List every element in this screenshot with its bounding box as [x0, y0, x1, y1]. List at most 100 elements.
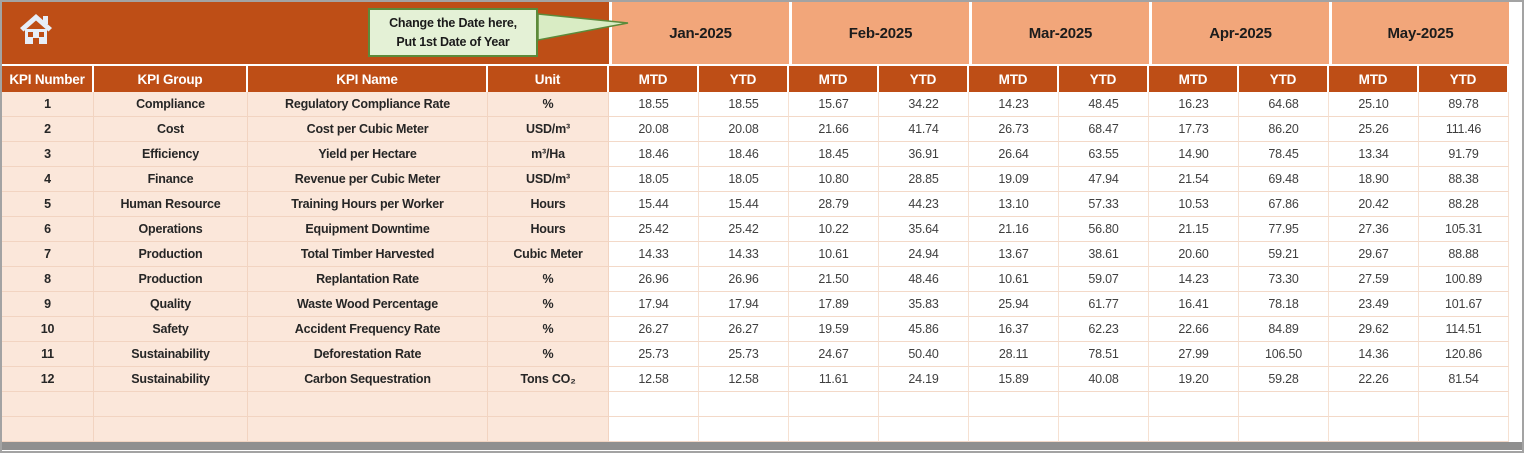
value-cell: 59.28	[1239, 367, 1329, 392]
value-cell: 78.45	[1239, 142, 1329, 167]
value-cell: 20.08	[609, 117, 699, 142]
value-cell: 78.51	[1059, 342, 1149, 367]
value-cell: 15.89	[969, 367, 1059, 392]
value-cell: 26.96	[699, 267, 789, 292]
mtd-header-cell: MTD	[789, 64, 879, 92]
value-cell	[1329, 392, 1419, 417]
value-cell: 14.90	[1149, 142, 1239, 167]
value-cell: 29.62	[1329, 317, 1419, 342]
value-cell	[1419, 417, 1509, 442]
value-cell: 61.77	[1059, 292, 1149, 317]
value-cell: 18.90	[1329, 167, 1419, 192]
table-row: 4 Finance Revenue per Cubic Meter USD/m³ 18.…	[2, 167, 1522, 192]
value-cell: 21.54	[1149, 167, 1239, 192]
callout: Change the Date here, Put 1st Date of Ye…	[368, 8, 538, 57]
kpi-name-cell: Total Timber Harvested	[248, 242, 488, 267]
value-cell: 10.22	[789, 217, 879, 242]
value-cell: 25.73	[609, 342, 699, 367]
value-cell	[1059, 392, 1149, 417]
value-cell: 14.36	[1329, 342, 1419, 367]
value-cell: 10.61	[789, 242, 879, 267]
unit-cell: USD/m³	[488, 117, 609, 142]
kpi-group-cell: Compliance	[94, 92, 248, 117]
kpi-name-header: KPI Name	[248, 64, 488, 92]
kpi-number-cell: 7	[2, 242, 94, 267]
value-cell: 14.33	[699, 242, 789, 267]
value-cell: 15.44	[699, 192, 789, 217]
kpi-name-cell: Deforestation Rate	[248, 342, 488, 367]
value-cell: 21.66	[789, 117, 879, 142]
kpi-group-cell: Production	[94, 267, 248, 292]
value-cell: 81.54	[1419, 367, 1509, 392]
kpi-group-cell: Cost	[94, 117, 248, 142]
value-cell: 10.80	[789, 167, 879, 192]
value-cell: 38.61	[1059, 242, 1149, 267]
value-cell: 63.55	[1059, 142, 1149, 167]
value-cell: 45.86	[879, 317, 969, 342]
value-cell: 19.09	[969, 167, 1059, 192]
value-cell: 29.67	[1329, 242, 1419, 267]
month-cell-jan-2025[interactable]: Jan-2025	[609, 2, 789, 64]
value-cell: 100.89	[1419, 267, 1509, 292]
value-cell	[789, 417, 879, 442]
top-header-band: Change the Date here, Put 1st Date of Ye…	[2, 2, 1522, 64]
value-cell: 26.96	[609, 267, 699, 292]
value-cell	[699, 392, 789, 417]
kpi-name-cell: Accident Frequency Rate	[248, 317, 488, 342]
value-cell	[609, 417, 699, 442]
value-cell: 26.27	[609, 317, 699, 342]
value-cell: 25.42	[609, 217, 699, 242]
value-cell: 20.08	[699, 117, 789, 142]
callout-line1: Change the Date here,	[389, 16, 517, 31]
kpi-name-cell: Cost per Cubic Meter	[248, 117, 488, 142]
value-cell	[1149, 392, 1239, 417]
unit-cell: %	[488, 267, 609, 292]
kpi-number-cell: 4	[2, 167, 94, 192]
value-cell: 27.59	[1329, 267, 1419, 292]
value-cell: 28.11	[969, 342, 1059, 367]
value-cell: 47.94	[1059, 167, 1149, 192]
unit-cell: Hours	[488, 192, 609, 217]
kpi-number-cell: 12	[2, 367, 94, 392]
value-cell: 91.79	[1419, 142, 1509, 167]
value-cell: 14.23	[969, 92, 1059, 117]
kpi-name-cell: Equipment Downtime	[248, 217, 488, 242]
value-cell: 88.88	[1419, 242, 1509, 267]
unit-cell	[488, 417, 609, 442]
unit-cell: Cubic Meter	[488, 242, 609, 267]
value-cell: 20.42	[1329, 192, 1419, 217]
column-header-row: KPI Number KPI Group KPI Name Unit MTD YT…	[2, 64, 1522, 92]
kpi-group-cell: Sustainability	[94, 342, 248, 367]
kpi-number-cell: 10	[2, 317, 94, 342]
value-cell: 64.68	[1239, 92, 1329, 117]
kpi-group-cell: Efficiency	[94, 142, 248, 167]
value-cell: 27.99	[1149, 342, 1239, 367]
value-cell: 86.20	[1239, 117, 1329, 142]
unit-cell: %	[488, 92, 609, 117]
value-cell	[969, 392, 1059, 417]
value-cell: 62.23	[1059, 317, 1149, 342]
value-cell: 105.31	[1419, 217, 1509, 242]
value-cell: 13.10	[969, 192, 1059, 217]
mtd-header-cell: MTD	[1149, 64, 1239, 92]
kpi-group-header: KPI Group	[94, 64, 248, 92]
unit-cell: m³/Ha	[488, 142, 609, 167]
value-cell: 13.67	[969, 242, 1059, 267]
ytd-header-cell: YTD	[1239, 64, 1329, 92]
subheader-value-cells: MTD YTD MTD YTD MTD YTD MTD YTD MTD YTD	[609, 64, 1509, 92]
value-cell: 17.94	[699, 292, 789, 317]
value-cell: 22.26	[1329, 367, 1419, 392]
value-cell: 35.64	[879, 217, 969, 242]
value-cell: 18.46	[699, 142, 789, 167]
value-cell: 22.66	[1149, 317, 1239, 342]
unit-cell	[488, 392, 609, 417]
value-cell: 24.94	[879, 242, 969, 267]
kpi-number-cell: 11	[2, 342, 94, 367]
month-cell-may-2025: May-2025	[1329, 2, 1509, 64]
table-row: 10 Safety Accident Frequency Rate% 26.27 26.…	[2, 317, 1522, 342]
value-cell	[879, 392, 969, 417]
value-cell: 21.50	[789, 267, 879, 292]
bottom-scroll-track[interactable]	[2, 442, 1522, 450]
home-button[interactable]	[18, 13, 54, 47]
